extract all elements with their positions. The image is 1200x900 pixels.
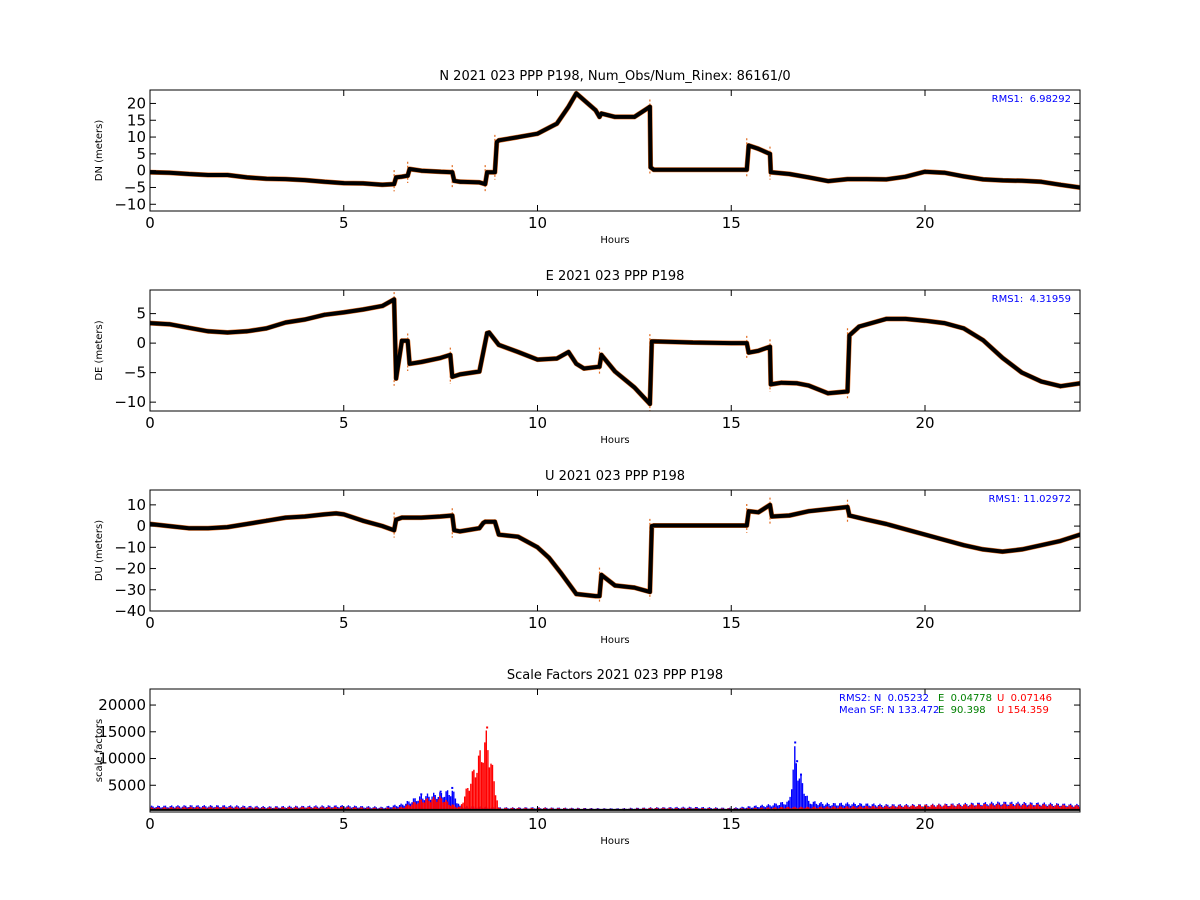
y-tick-label: −5 [124, 178, 146, 196]
y-axis-label: DE (meters) [94, 320, 105, 380]
panel-2: E 2021 023 PPP P198 0 5 10 15 20 −10 −5 0 5 Hours D… [94, 269, 1081, 446]
x-tick-label: 10 [528, 214, 547, 232]
x-tick-label: 10 [528, 815, 547, 833]
x-tick-label: 15 [722, 614, 741, 632]
x-tick-label: 10 [528, 614, 547, 632]
y-tick-label: 20 [127, 94, 146, 112]
x-axis-label: Hours [600, 235, 629, 246]
y-axis-label: scale factors [94, 719, 105, 782]
x-tick-label: 5 [339, 214, 349, 232]
annotation-text: U 154.359 [997, 705, 1049, 716]
x-tick-label: 20 [915, 214, 934, 232]
plot-area [150, 497, 1080, 604]
y-tick-label: −10 [114, 195, 146, 213]
axes-frame [149, 489, 1081, 612]
y-tick-label: −10 [114, 393, 146, 411]
y-tick-label: 5 [136, 145, 146, 163]
x-tick-label: 20 [915, 414, 934, 432]
annotation-text: E 90.398 [938, 705, 986, 716]
x-tick-label: 10 [528, 414, 547, 432]
annotation-text: U 0.07146 [997, 693, 1052, 704]
data-point [451, 786, 454, 789]
series-1 [150, 90, 1080, 192]
annotation-text: RMS1: 6.98292 [992, 94, 1071, 105]
y-tick-label: −10 [114, 538, 146, 556]
y-tick-label: 0 [136, 162, 146, 180]
y-tick-label: −40 [114, 602, 146, 620]
annotation-text: Mean SF: N 133.472 [839, 705, 939, 716]
data-point [796, 760, 799, 763]
series-1 [150, 497, 1080, 604]
chart-title: E 2021 023 PPP P198 [546, 269, 685, 284]
data-point [420, 793, 423, 796]
y-tick-label: 0 [136, 517, 146, 535]
x-tick-label: 0 [145, 414, 155, 432]
data-point [800, 773, 802, 776]
panel-4: Scale Factors 2021 023 PPP P198 0 5 10 15 20 5… [94, 668, 1081, 847]
position-trace [150, 91, 1080, 190]
plot-area [150, 726, 1080, 811]
x-tick-label: 5 [339, 815, 349, 833]
x-tick-label: 15 [722, 414, 741, 432]
y-tick-label: 15 [127, 111, 146, 129]
plot-area [150, 90, 1080, 192]
panel-1: N 2021 023 PPP P198, Num_Obs/Num_Rinex: … [94, 69, 1081, 246]
y-tick-label: 15000 [98, 723, 146, 741]
y-tick-label: 10 [127, 128, 146, 146]
x-tick-label: 0 [145, 214, 155, 232]
annotation-text: RMS1: 11.02972 [988, 494, 1071, 505]
x-axis-label: Hours [600, 635, 629, 646]
series-1 [150, 292, 1080, 411]
y-tick-label: −20 [114, 560, 146, 578]
data-point [794, 741, 797, 744]
x-tick-label: 15 [722, 214, 741, 232]
annotation-text: RMS2: N 0.05232 [839, 693, 929, 704]
y-tick-label: 10 [127, 496, 146, 514]
data-point [486, 726, 489, 729]
axes-frame [149, 289, 1081, 412]
x-tick-label: 5 [339, 414, 349, 432]
chart-title: U 2021 023 PPP P198 [545, 469, 685, 484]
plot-area [150, 292, 1080, 411]
x-tick-label: 15 [722, 815, 741, 833]
y-tick-label: 20000 [98, 696, 146, 714]
position-trace [150, 502, 1080, 599]
panel-3: U 2021 023 PPP P198 0 5 10 15 20 −40 −30 −20 −10 0… [94, 469, 1081, 646]
x-tick-label: 20 [915, 815, 934, 833]
x-tick-label: 0 [145, 614, 155, 632]
axes-frame [149, 688, 1081, 813]
series-u [150, 726, 1080, 810]
trace-spread [150, 296, 1080, 407]
y-axis-label: DU (meters) [94, 520, 105, 581]
x-tick-label: 20 [915, 614, 934, 632]
annotation-text: E 0.04778 [938, 693, 992, 704]
position-trace [150, 297, 1080, 406]
scale-factor-bars [150, 746, 1080, 810]
x-tick-label: 5 [339, 614, 349, 632]
x-axis-label: Hours [600, 836, 629, 847]
axes-frame [149, 89, 1081, 212]
data-point [439, 790, 442, 793]
annotation-text: RMS1: 4.31959 [992, 294, 1071, 305]
x-tick-label: 0 [145, 815, 155, 833]
x-axis-label: Hours [600, 435, 629, 446]
y-axis-label: DN (meters) [94, 120, 105, 182]
y-tick-label: −5 [124, 364, 146, 382]
y-tick-label: 0 [136, 334, 146, 352]
y-tick-label: 10000 [98, 750, 146, 768]
chart-title: Scale Factors 2021 023 PPP P198 [507, 668, 723, 683]
y-tick-label: 5000 [108, 776, 146, 794]
y-tick-label: −30 [114, 581, 146, 599]
series-n [150, 741, 1080, 810]
scale-factor-bars [150, 730, 1080, 810]
y-tick-label: 5 [136, 305, 146, 323]
chart-title: N 2021 023 PPP P198, Num_Obs/Num_Rinex: … [439, 69, 790, 84]
